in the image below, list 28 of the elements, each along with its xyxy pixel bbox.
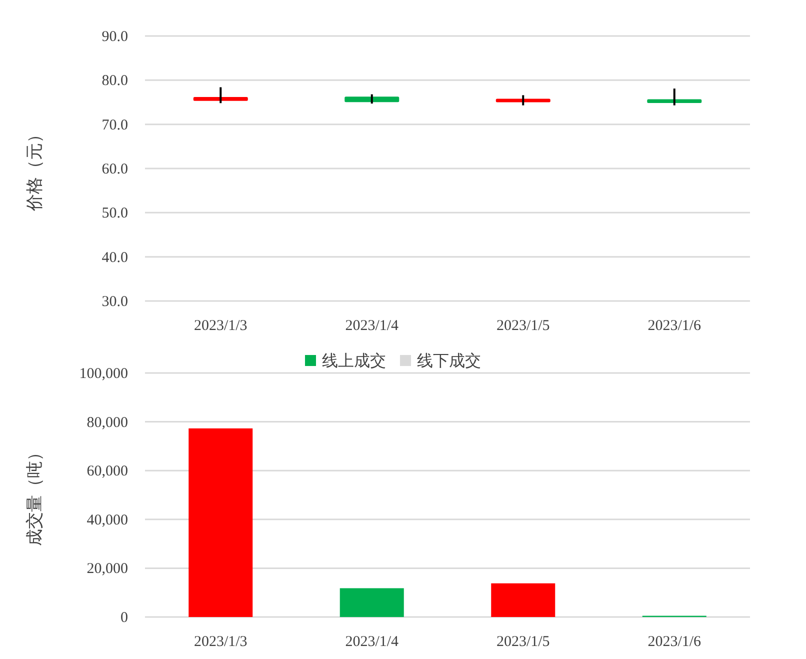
y-tick-label: 60.0 [102, 162, 128, 178]
y-tick-label: 0 [120, 610, 128, 626]
y-tick-label: 80,000 [86, 414, 128, 431]
y-tick-label: 30.0 [102, 294, 128, 310]
y-tick-label: 20,000 [86, 561, 128, 578]
bar [340, 588, 404, 617]
y-axis-title: 价格（元） [25, 126, 44, 212]
bar [491, 583, 556, 617]
y-tick-label: 50.0 [102, 206, 128, 222]
bar [188, 428, 253, 617]
x-tick-label: 2023/1/5 [496, 318, 550, 334]
x-tick-label: 2023/1/6 [648, 318, 702, 334]
y-tick-label: 60,000 [86, 464, 128, 480]
x-tick-label: 2023/1/3 [194, 318, 248, 334]
x-tick-label: 2023/1/4 [345, 634, 400, 650]
y-axis-title: 成交量（吨） [25, 444, 44, 546]
y-tick-label: 90.0 [102, 29, 128, 45]
y-tick-label: 80.0 [102, 73, 128, 90]
legend-label: 线上成交 [322, 352, 386, 370]
x-tick-label: 2023/1/6 [648, 634, 702, 650]
y-tick-label: 40,000 [86, 512, 128, 528]
x-tick-label: 2023/1/3 [194, 634, 248, 650]
y-tick-label: 40.0 [102, 250, 128, 266]
legend-label: 线下成交 [417, 352, 481, 370]
y-tick-label: 100,000 [79, 366, 128, 382]
y-tick-label: 70.0 [102, 117, 128, 134]
x-tick-label: 2023/1/4 [345, 318, 400, 334]
x-tick-label: 2023/1/5 [496, 634, 550, 650]
